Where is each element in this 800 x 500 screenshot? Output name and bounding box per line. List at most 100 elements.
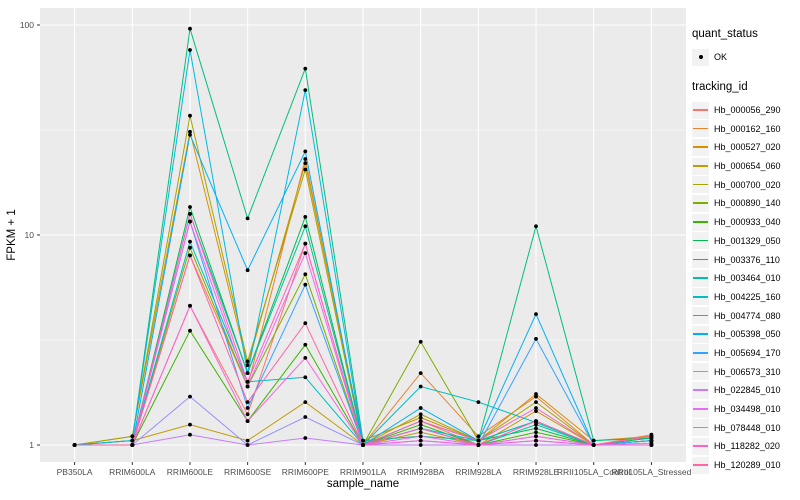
- data-point: [534, 394, 538, 399]
- series-color-line: [693, 408, 708, 410]
- legend-item-Hb_003376_110: Hb_003376_110: [692, 250, 800, 269]
- x-tick-label: RRIM600PE: [282, 467, 330, 477]
- line-key-icon: [692, 344, 709, 362]
- data-point: [303, 321, 308, 326]
- data-point: [303, 167, 308, 172]
- data-point: [72, 443, 77, 447]
- data-point: [245, 400, 250, 404]
- legend-title-quant-status: quant_status: [692, 28, 758, 40]
- data-point: [188, 253, 192, 258]
- line-key-icon: [692, 288, 709, 306]
- data-point: [418, 430, 423, 435]
- x-tick-label: RRIM928BA: [397, 467, 445, 477]
- x-tick-label: RRIM901LA: [340, 467, 387, 477]
- data-point: [303, 342, 308, 347]
- line-key-icon: [692, 213, 709, 231]
- data-point: [303, 157, 308, 161]
- data-point: [476, 434, 481, 439]
- data-point: [245, 443, 250, 447]
- legend-title-tracking-id: tracking_id: [692, 80, 748, 93]
- data-point: [591, 443, 596, 447]
- legend-item-Hb_000162_160: Hb_000162_160: [692, 119, 800, 138]
- black-dot-icon: [698, 55, 703, 60]
- data-point: [534, 443, 538, 447]
- legend-item-Hb_034498_010: Hb_034498_010: [692, 400, 800, 419]
- x-tick-label: RRIM928LE: [513, 467, 560, 477]
- legend-label: Hb_005398_050: [714, 329, 781, 340]
- series-color-line: [693, 202, 708, 205]
- series-color-line: [693, 183, 708, 186]
- legend-label: Hb_118282_020: [714, 441, 780, 452]
- legend-label: Hb_000933_040: [714, 217, 781, 228]
- series-color-line: [693, 221, 708, 223]
- data-point: [534, 392, 538, 396]
- legend-label: Hb_000527_020: [714, 142, 781, 153]
- legend-label: Hb_000056_290: [714, 105, 781, 116]
- series-color-line: [693, 109, 708, 111]
- data-point: [303, 356, 308, 360]
- data-point: [418, 438, 423, 443]
- legend-label: Hb_004774_080: [714, 310, 781, 321]
- data-point: [188, 212, 192, 216]
- data-point: [534, 426, 538, 431]
- data-point: [534, 430, 538, 435]
- data-point: [649, 443, 654, 447]
- legend-label: Hb_120289_010: [714, 460, 781, 471]
- line-key-icon: [692, 437, 709, 455]
- series-color-line: [693, 127, 708, 130]
- line-key-icon: [692, 232, 709, 250]
- legend-item-Hb_000527_020: Hb_000527_020: [692, 138, 800, 157]
- line-key-icon: [692, 419, 709, 437]
- series-color-line: [693, 314, 708, 317]
- legend-item-Hb_005694_170: Hb_005694_170: [692, 344, 800, 363]
- series-color-line: [693, 258, 708, 261]
- line-key-icon: [692, 138, 709, 156]
- data-point: [476, 438, 481, 443]
- data-point: [303, 251, 308, 256]
- legend-item-Hb_000700_020: Hb_000700_020: [692, 175, 800, 194]
- data-point: [534, 406, 538, 410]
- line-key-icon: [692, 325, 709, 343]
- legend-label: Hb_000890_140: [714, 198, 781, 209]
- data-point: [303, 375, 308, 380]
- data-point: [130, 438, 135, 443]
- data-point: [534, 224, 538, 229]
- data-point: [130, 434, 135, 439]
- data-point: [303, 149, 308, 154]
- data-point: [188, 303, 192, 308]
- legend-item-Hb_004774_080: Hb_004774_080: [692, 306, 800, 325]
- legend-label: Hb_001329_050: [714, 235, 781, 246]
- legend-label: Hb_004225_160: [714, 291, 781, 302]
- legend-label: Hb_000162_160: [714, 123, 781, 134]
- series-color-line: [693, 351, 708, 354]
- data-point: [303, 224, 308, 229]
- data-point: [245, 379, 250, 384]
- series-color-line: [693, 445, 708, 447]
- data-point: [534, 434, 538, 439]
- data-point: [245, 406, 250, 410]
- data-point: [303, 436, 308, 440]
- data-point: [534, 438, 538, 443]
- legend-label-ok: OK: [714, 52, 728, 63]
- data-point: [418, 443, 423, 447]
- legend-label: Hb_034498_010: [714, 404, 781, 415]
- x-tick-label: RRIM600SE: [224, 467, 272, 477]
- series-color-line: [693, 464, 708, 466]
- series-color-line: [693, 239, 708, 242]
- legend-label: Hb_005694_170: [714, 347, 781, 358]
- legend-label: Hb_000700_020: [714, 179, 781, 190]
- data-point: [649, 438, 654, 443]
- data-point: [418, 426, 423, 431]
- series-color-line: [693, 277, 708, 279]
- data-point: [188, 113, 192, 118]
- data-point: [245, 412, 250, 417]
- y-axis-title: FPKM + 1: [6, 209, 18, 261]
- data-point: [245, 216, 250, 221]
- data-point: [534, 312, 538, 316]
- data-point: [188, 26, 192, 31]
- legend-item-Hb_078448_010: Hb_078448_010: [692, 418, 800, 437]
- y-tick-label: 10: [25, 230, 35, 240]
- data-point: [303, 88, 308, 92]
- line-key-icon: [692, 269, 709, 287]
- data-point: [188, 328, 192, 333]
